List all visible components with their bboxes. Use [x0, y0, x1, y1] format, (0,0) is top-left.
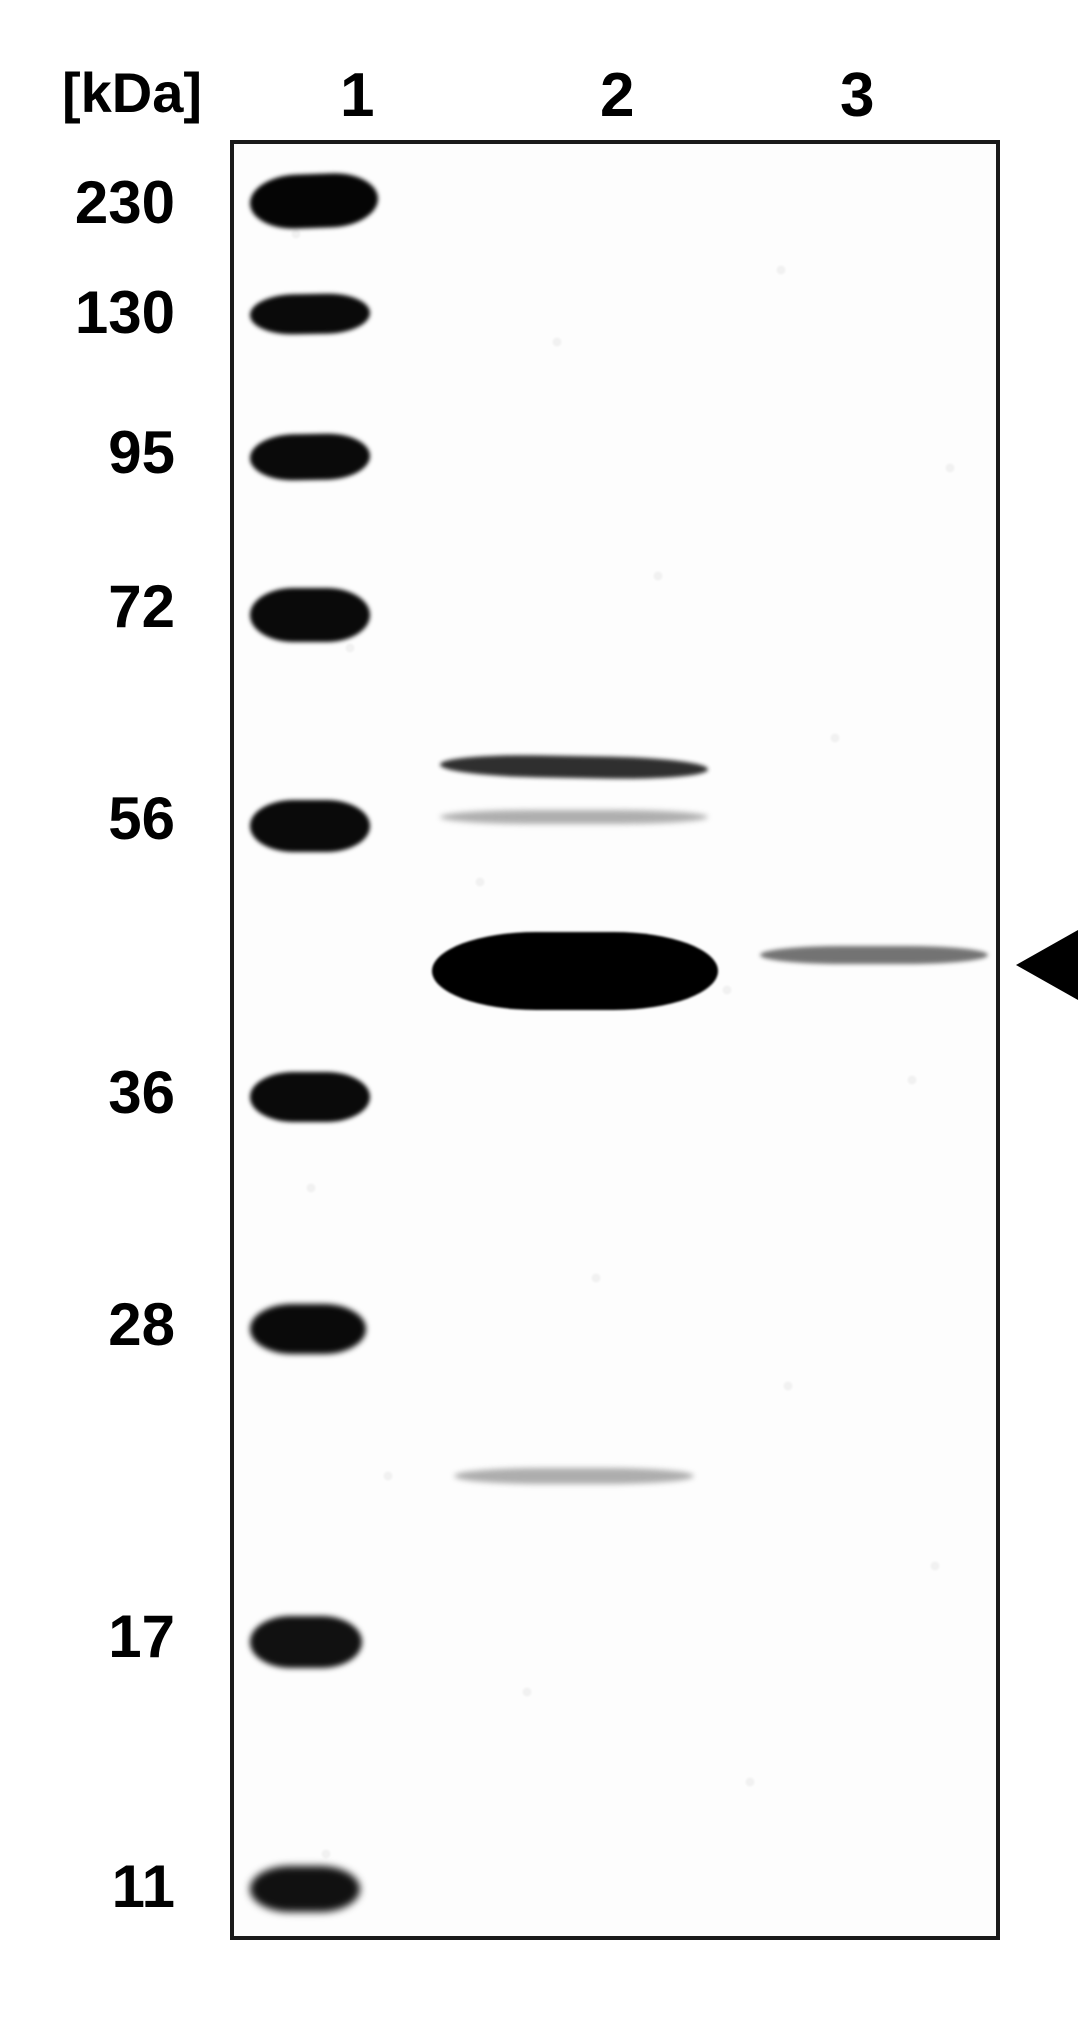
mw-tick-label: 17: [35, 1602, 175, 1671]
sample-band: [440, 810, 708, 824]
mw-tick-label: 28: [35, 1290, 175, 1359]
mw-tick-label: 95: [35, 418, 175, 487]
target-band-arrow-icon: [1008, 930, 1078, 1000]
mw-tick-label: 56: [35, 784, 175, 853]
ladder-band: [250, 293, 370, 335]
sample-band: [760, 946, 988, 964]
ladder-band: [250, 433, 370, 481]
ladder-band: [250, 588, 370, 642]
sample-band: [432, 932, 718, 1010]
axis-unit-label: [kDa]: [62, 60, 202, 125]
ladder-band: [250, 800, 370, 852]
figure-container: [kDa] 1 2 3 230 130 95 72 56 36 28 17 11: [0, 0, 1080, 2019]
ladder-band: [250, 1866, 360, 1912]
mw-tick-label: 36: [35, 1058, 175, 1127]
mw-tick-label: 230: [35, 168, 175, 237]
lane-label: 2: [600, 60, 634, 131]
lane-label: 1: [340, 60, 374, 131]
ladder-band: [250, 1616, 362, 1668]
sample-band: [454, 1468, 694, 1484]
blot-background: [234, 144, 996, 1936]
mw-tick-label: 72: [35, 572, 175, 641]
blot-frame: [230, 140, 1000, 1940]
lane-label: 3: [840, 60, 874, 131]
ladder-band: [250, 1072, 370, 1122]
mw-tick-label: 130: [35, 278, 175, 347]
ladder-band: [250, 1304, 366, 1354]
mw-tick-label: 11: [35, 1852, 175, 1921]
